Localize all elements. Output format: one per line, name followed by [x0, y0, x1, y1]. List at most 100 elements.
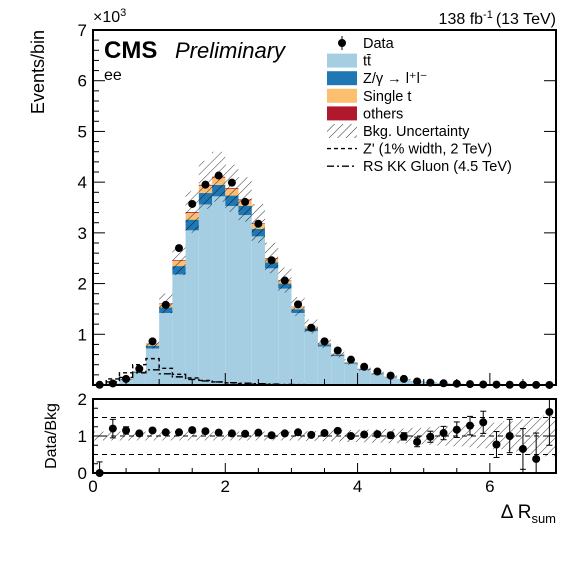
ratio-point-13: [268, 431, 276, 439]
ratio-point-23: [400, 432, 408, 440]
ratio-y-tick-label-2: 2: [78, 390, 87, 409]
legend-entry-5: Bkg. Uncertainty: [327, 124, 470, 140]
ratio-point-14: [281, 429, 289, 437]
data-point-16: [307, 324, 315, 332]
legend-entry-7: RS KK Gluon (4.5 TeV): [327, 159, 512, 175]
x-tick-label-0: 0: [88, 477, 97, 496]
lumi-label: 138 fb-1(13 TeV): [439, 9, 556, 28]
legend-swatch: [327, 71, 357, 85]
unc-band-7: [186, 191, 199, 233]
data-point-17: [321, 337, 329, 345]
data-point-21: [373, 368, 381, 376]
legend-label: Z' (1% width, 2 TeV): [363, 142, 492, 158]
legend-entry-3: Single t: [327, 89, 411, 105]
data-point-10: [228, 179, 236, 187]
data-point-19: [347, 356, 355, 364]
stack-bar-0-14: [278, 289, 291, 385]
ratio-point-11: [241, 430, 249, 438]
ratio-point-19: [347, 432, 355, 440]
stack-bar-0-4: [146, 348, 159, 385]
ratio-point-5: [162, 428, 170, 436]
legend-label: RS KK Gluon (4.5 TeV): [363, 159, 512, 175]
stack-bar-0-3: [133, 373, 146, 385]
ratio-point-4: [149, 426, 157, 434]
legend-label: Single t: [363, 89, 411, 105]
stack-bar-0-13: [265, 268, 278, 385]
data-point-5: [162, 301, 170, 309]
ratio-point-10: [228, 429, 236, 437]
stack-bar-0-20: [358, 370, 371, 385]
ratio-point-3: [135, 429, 143, 437]
data-point-14: [281, 277, 289, 285]
legend-entry-6: Z' (1% width, 2 TeV): [327, 142, 492, 158]
main-y-label: Events/bin: [28, 30, 48, 114]
main-y-tick-label-3: 3: [78, 224, 87, 243]
data-point-22: [387, 372, 395, 380]
background-stack: [93, 177, 556, 385]
data-point-12: [254, 220, 262, 228]
ratio-point-17: [321, 429, 329, 437]
ratio-point-27: [453, 426, 461, 434]
ratio-point-21: [373, 430, 381, 438]
channel-label: ee: [104, 67, 122, 84]
ratio-point-18: [334, 427, 342, 435]
legend-label: Bkg. Uncertainty: [363, 124, 470, 140]
ratio-point-31: [506, 432, 514, 440]
stack-bar-0-9: [212, 196, 225, 385]
data-point-3: [135, 365, 143, 373]
legend-label: Data: [363, 36, 395, 52]
ratio-point-15: [294, 428, 302, 436]
experiment-label: CMS: [104, 37, 157, 64]
legend-entry-0: Data: [338, 36, 395, 52]
legend-label: others: [363, 106, 403, 122]
data-point-23: [400, 375, 408, 383]
unc-band-10: [225, 165, 238, 212]
ratio-x-axis: 0 2 4 6: [88, 463, 556, 496]
ratio-point-7: [188, 426, 196, 434]
ratio-point-22: [387, 431, 395, 439]
ratio-point-8: [201, 427, 209, 435]
stack-bar-0-6: [172, 274, 185, 385]
main-y-tick-label-1: 1: [78, 325, 87, 344]
data-point-7: [188, 200, 196, 208]
ratio-y-tick-label-1: 1: [78, 427, 87, 446]
stack-bar-0-21: [371, 374, 384, 385]
ratio-point-2: [122, 426, 130, 434]
main-y-tick-label-4: 4: [78, 173, 87, 192]
data-point-26: [440, 379, 448, 387]
data-point-13: [268, 256, 276, 264]
x-tick-label-2: 4: [353, 477, 362, 496]
ratio-point-32: [519, 445, 527, 453]
data-point-9: [215, 172, 223, 180]
ratio-point-34: [545, 408, 553, 416]
y-multiplier: ×103: [93, 7, 126, 26]
stack-bar-0-11: [239, 215, 252, 385]
ratio-point-33: [532, 455, 540, 463]
ratio-point-24: [413, 438, 421, 446]
ratio-point-12: [254, 429, 262, 437]
stack-bar-0-16: [305, 331, 318, 385]
legend-data-marker: [338, 39, 346, 47]
x-axis-label: Δ Rsum: [501, 502, 556, 526]
legend-hatch-swatch: [327, 124, 357, 138]
ratio-point-30: [492, 441, 500, 449]
stack-bar-0-8: [199, 204, 212, 385]
main-y-tick-label-6: 6: [78, 72, 87, 91]
status-label: Preliminary: [175, 38, 287, 63]
data-point-15: [294, 300, 302, 308]
main-y-tick-label-5: 5: [78, 122, 87, 141]
stack-bar-0-7: [186, 230, 199, 385]
stack-bar-0-18: [331, 356, 344, 385]
ratio-point-20: [360, 431, 368, 439]
legend-entry-1: tt̄: [327, 54, 371, 70]
x-tick-label-3: 6: [485, 477, 494, 496]
data-point-8: [201, 181, 209, 189]
legend-swatch: [327, 106, 357, 120]
x-tick-label-1: 2: [221, 477, 230, 496]
legend-label: tt̄: [363, 54, 371, 70]
legend-label: Z/γ → l⁺l⁻: [363, 71, 427, 87]
data-point-4: [149, 337, 157, 345]
ratio-point-16: [307, 431, 315, 439]
data-point-6: [175, 244, 183, 252]
